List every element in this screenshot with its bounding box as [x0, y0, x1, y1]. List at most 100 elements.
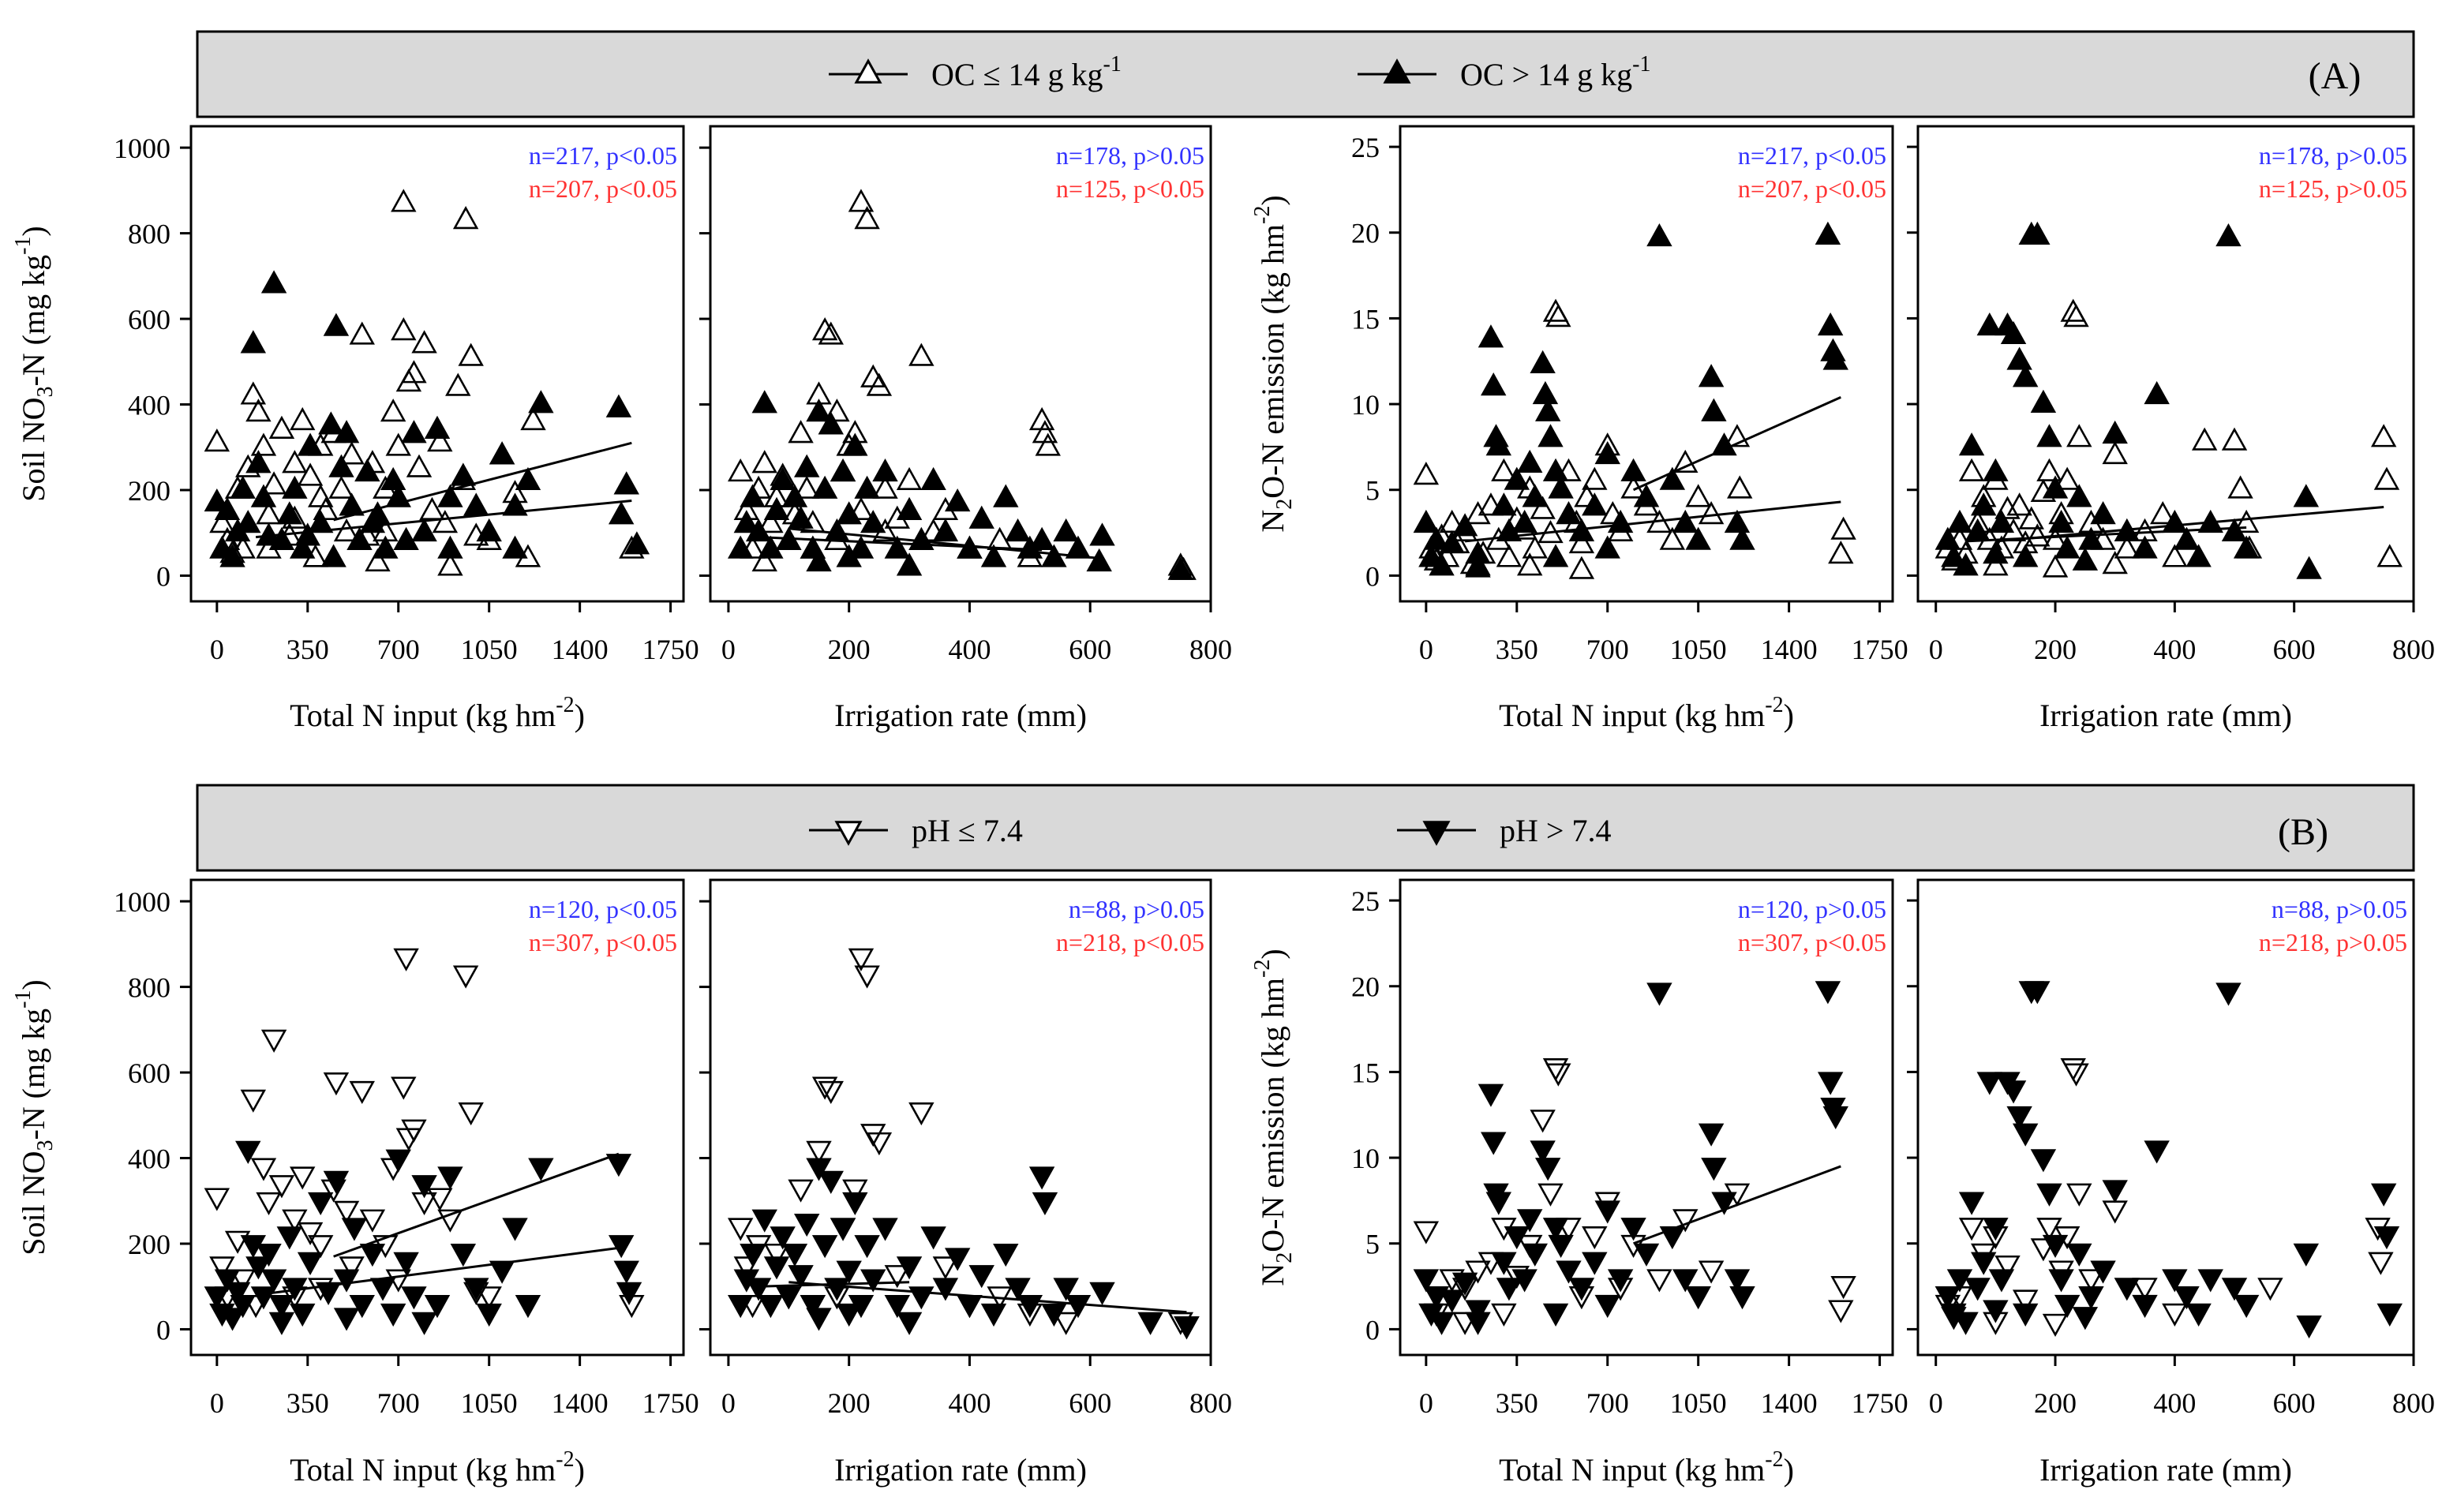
data-point [727, 535, 754, 559]
fit-line [1633, 1165, 1841, 1245]
y-tick-label: 200 [128, 1229, 170, 1260]
data-point [240, 1089, 267, 1113]
x-axis-label-end: ) [575, 698, 585, 733]
y-axis-label: N2O-N emission (kg hm-2) [1250, 949, 1297, 1286]
data-point [1971, 1252, 1997, 1275]
data-point [427, 1188, 453, 1211]
data-point [944, 488, 971, 512]
data-point [2162, 544, 2188, 567]
data-point [395, 369, 422, 392]
data-point [758, 1295, 784, 1319]
data-point [419, 496, 445, 520]
data-point [411, 518, 437, 542]
subplot-A2: 0 200 400 600 800 Irrigation rate (mm) n=178, … [699, 125, 1232, 733]
data-point [763, 496, 790, 520]
data-point [776, 1286, 802, 1310]
data-point [1496, 544, 1523, 567]
data-point [450, 462, 477, 486]
data-point [1594, 1200, 1620, 1224]
x-axis-label-text: Irrigation rate (mm) [834, 698, 1087, 733]
data-point [359, 1243, 386, 1267]
series-filled [204, 270, 650, 567]
data-point [1089, 1282, 1115, 1305]
data-point [354, 458, 380, 482]
data-point [1532, 380, 1559, 405]
data-point [2078, 1286, 2104, 1310]
x-tick-label: 1400 [552, 634, 609, 665]
data-point [1724, 424, 1751, 447]
x-axis-label-sup: -2 [556, 693, 574, 717]
data-point [818, 1170, 844, 1194]
data-point [1983, 1300, 2009, 1323]
x-tick-label: 700 [1586, 634, 1629, 665]
data-point [854, 1235, 880, 1259]
data-point [1429, 552, 1455, 576]
data-point [502, 535, 528, 559]
data-point [781, 1243, 808, 1267]
data-point [528, 1158, 554, 1181]
data-point [2114, 1278, 2140, 1301]
data-point [932, 1256, 959, 1280]
data-point [2102, 440, 2128, 465]
x-axis-label-sup: -2 [1765, 693, 1783, 717]
panel-label: (A) [2309, 55, 2361, 97]
data-point [1817, 1072, 1844, 1095]
data-point [1701, 1158, 1727, 1181]
data-point [745, 1278, 772, 1301]
data-point [1439, 1289, 1465, 1313]
data-point [452, 965, 479, 989]
data-point [818, 411, 844, 435]
data-point [1517, 552, 1543, 576]
data-point [2042, 1234, 2069, 1259]
data-point [788, 420, 814, 443]
data-point [1976, 1072, 2003, 1095]
data-point [1568, 556, 1595, 579]
legend-label-sup: -1 [1103, 52, 1122, 77]
x-tick-label: 600 [2273, 1387, 2316, 1419]
stats-label: n=88, p>0.05 [1069, 895, 1204, 923]
x-tick-label: 800 [2392, 634, 2435, 665]
data-point [1137, 1312, 1163, 1335]
data-point [1478, 1252, 1504, 1275]
legend-label-text: OC > 14 g kg [1460, 57, 1632, 92]
legend-band [196, 784, 2415, 872]
data-point [373, 535, 399, 559]
y-tick-label: 800 [128, 219, 170, 250]
data-point [242, 1295, 269, 1319]
data-point [380, 1303, 406, 1327]
data-point [818, 1080, 844, 1105]
y-axis-label-mid: O-N emission (kg hm [1255, 978, 1290, 1252]
data-point [1542, 1303, 1569, 1327]
data-point [2162, 1303, 2188, 1327]
y-axis-label-text: N [1255, 1263, 1290, 1286]
data-point [1698, 1260, 1725, 1284]
series-filled [1413, 981, 1848, 1335]
legend-marker-icon [1383, 58, 1411, 84]
data-point [391, 189, 417, 212]
data-point [2048, 509, 2074, 533]
data-point [2042, 526, 2069, 550]
data-point [1534, 1158, 1561, 1181]
data-point [1958, 1192, 1985, 1215]
data-point [896, 496, 923, 520]
data-point [1994, 1255, 2021, 1279]
y-tick-label: 20 [1351, 971, 1380, 1003]
data-point [1530, 350, 1556, 373]
data-point [276, 501, 303, 525]
data-point [1976, 312, 2003, 336]
data-point [1534, 398, 1561, 421]
data-point [788, 1265, 814, 1289]
data-point [848, 189, 875, 212]
data-point [806, 1140, 832, 1164]
legend-label-sup: -1 [1632, 52, 1650, 77]
stats-label: n=178, p>0.05 [1056, 141, 1204, 170]
plot-frame [189, 878, 685, 1357]
data-point [260, 270, 287, 294]
data-point [1659, 466, 1686, 490]
data-point [359, 1209, 386, 1233]
data-point [968, 505, 994, 529]
data-point [860, 1124, 886, 1147]
data-point [463, 492, 489, 516]
x-tick-label: 700 [377, 634, 420, 665]
data-point [1685, 1286, 1711, 1310]
